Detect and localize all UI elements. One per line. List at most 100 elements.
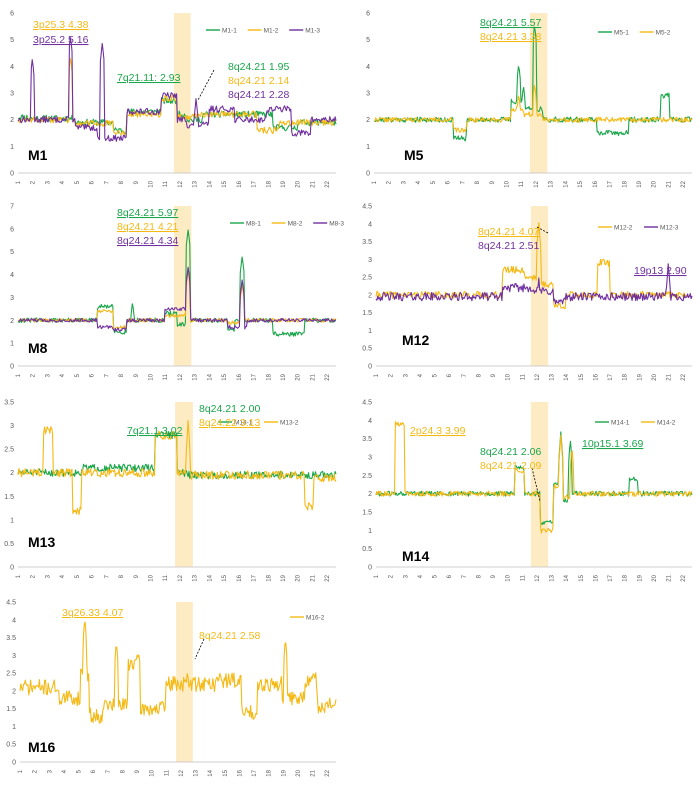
x-tick-label: 22 xyxy=(325,373,331,380)
annotation-label: 3p25.3 4.38 xyxy=(33,19,89,31)
y-tick-label: 3 xyxy=(10,295,14,302)
annotation-label: 8q24.21 5.57 xyxy=(480,17,541,29)
x-tick-label: 10 xyxy=(506,373,512,380)
x-tick-label: 4 xyxy=(60,180,66,184)
legend-label: M8-1 xyxy=(246,220,261,227)
x-tick-label: 16 xyxy=(237,574,243,581)
x-tick-label: 22 xyxy=(325,180,331,187)
x-tick-label: 7 xyxy=(462,574,468,578)
x-tick-label: 18 xyxy=(623,373,629,380)
series-line-m14-2 xyxy=(375,421,693,534)
legend-label: M1-3 xyxy=(305,27,320,34)
y-tick-label: 1 xyxy=(368,528,372,535)
x-tick-label: 22 xyxy=(325,574,331,581)
y-tick-label: 3 xyxy=(368,257,372,264)
y-tick-label: 2 xyxy=(368,292,372,299)
x-tick-label: 7 xyxy=(462,373,468,377)
x-tick-label: 13 xyxy=(550,373,556,380)
x-tick-label: 21 xyxy=(310,574,316,581)
x-tick-label: 10 xyxy=(150,769,156,776)
y-tick-label: 4.5 xyxy=(6,600,16,607)
legend-label: M1-2 xyxy=(264,27,279,34)
y-tick-label: 1.5 xyxy=(6,706,16,713)
x-tick-label: 2 xyxy=(31,574,37,578)
y-tick-label: 3 xyxy=(368,455,372,462)
x-tick-label: 13 xyxy=(193,180,199,187)
legend-label: M14-1 xyxy=(611,419,630,426)
y-tick-label: 4 xyxy=(368,221,372,228)
x-tick-label: 3 xyxy=(401,180,407,184)
x-tick-label: 16 xyxy=(593,574,599,581)
highlight-band xyxy=(530,402,549,567)
chart-panel-m14: 0 0.5 1 1.5 2 2.5 3 3.5 4 4.5 1 2 3 4 5 6 7 8 9 10 11 12 13 14 1… xyxy=(362,399,696,585)
y-tick-label: 2 xyxy=(12,688,16,695)
x-tick-label: 6 xyxy=(90,180,96,184)
x-tick-label: 8 xyxy=(475,180,481,184)
annotation-label: 8q24.21 2.51 xyxy=(478,240,539,252)
x-tick-label: 1 xyxy=(18,769,24,773)
legend-label: M1-1 xyxy=(222,27,237,34)
y-tick-label: 3 xyxy=(12,653,16,660)
sample-label: M13 xyxy=(28,534,55,550)
y-tick-label: 1 xyxy=(10,517,14,524)
x-tick-label: 12 xyxy=(179,769,185,776)
annotation-label: 8q24.21 5.97 xyxy=(117,207,178,219)
series-line-m1-3 xyxy=(17,36,337,142)
x-tick-label: 20 xyxy=(652,373,658,380)
x-tick-label: 4 xyxy=(62,769,68,773)
x-tick-label: 3 xyxy=(45,574,51,578)
x-tick-label: 21 xyxy=(311,769,317,776)
x-tick-label: 15 xyxy=(222,180,228,187)
annotation-label: 8q24.21 2.14 xyxy=(228,75,289,87)
x-tick-label: 6 xyxy=(90,373,96,377)
x-tick-label: 14 xyxy=(564,574,570,581)
y-tick-label: 2.5 xyxy=(362,473,372,480)
x-tick-label: 1 xyxy=(374,574,380,578)
x-tick-label: 5 xyxy=(75,574,81,578)
y-tick-label: 0 xyxy=(366,171,370,178)
chart-m16: 00.511.522.533.544.51 2 3 4 5 6 7 8 9 10 11 12 13 14 1… xyxy=(6,600,337,777)
x-tick-label: 6 xyxy=(90,574,96,578)
x-tick-label: 8 xyxy=(476,373,482,377)
y-tick-label: 1 xyxy=(10,144,14,151)
annotation-label: 8q24.21 4.21 xyxy=(117,221,178,233)
y-tick-label: 0 xyxy=(368,565,372,572)
y-tick-label: 2 xyxy=(368,491,372,498)
x-tick-label: 4 xyxy=(60,574,66,578)
y-tick-label: 3 xyxy=(366,91,370,98)
y-tick-label: 1 xyxy=(366,144,370,151)
x-tick-label: 12 xyxy=(535,373,541,380)
y-tick-label: 1.5 xyxy=(4,494,14,501)
x-tick-label: 5 xyxy=(431,180,437,184)
y-tick-label: 3 xyxy=(10,91,14,98)
x-tick-label: 12 xyxy=(534,180,540,187)
x-tick-label: 17 xyxy=(608,574,614,581)
x-tick-label: 11 xyxy=(163,574,169,581)
series-line-m8-3 xyxy=(17,266,336,332)
x-tick-label: 15 xyxy=(222,373,228,380)
series-line-m16-2 xyxy=(19,621,337,724)
y-tick-label: 7 xyxy=(10,204,14,211)
x-tick-label: 12 xyxy=(178,180,184,187)
x-tick-label: 6 xyxy=(447,373,453,377)
x-tick-label: 13 xyxy=(194,769,200,776)
x-tick-label: 4 xyxy=(418,574,424,578)
chart-panel-m12: 0 0.5 1 1.5 2 2.5 3 3.5 4 4.5 1 2 3 4 5 6 7 8 9 10 11 12 13 14 1… xyxy=(362,203,696,383)
x-tick-label: 19 xyxy=(281,574,287,581)
chart-panel-m1: 0 1 2 3 4 5 6 1 2 3 4 5 6 7 8 9 10 11 12 13 14 15 16 17 18 19 20 21… xyxy=(6,10,340,190)
x-tick-label: 21 xyxy=(310,180,316,187)
x-tick-label: 16 xyxy=(237,769,243,776)
x-tick-label: 2 xyxy=(31,373,37,377)
y-tick-label: 2 xyxy=(10,470,14,477)
x-tick-label: 11 xyxy=(163,180,169,187)
x-tick-label: 22 xyxy=(681,373,687,380)
x-tick-label: 13 xyxy=(549,180,555,187)
x-tick-label: 16 xyxy=(593,180,599,187)
annotation-label: 8q24.22 3.13 xyxy=(199,417,260,429)
x-tick-label: 7 xyxy=(106,769,112,773)
highlight-band xyxy=(175,402,193,567)
y-tick-label: 3.5 xyxy=(362,239,372,246)
y-tick-label: 0 xyxy=(10,171,14,178)
x-tick-label: 20 xyxy=(652,574,658,581)
